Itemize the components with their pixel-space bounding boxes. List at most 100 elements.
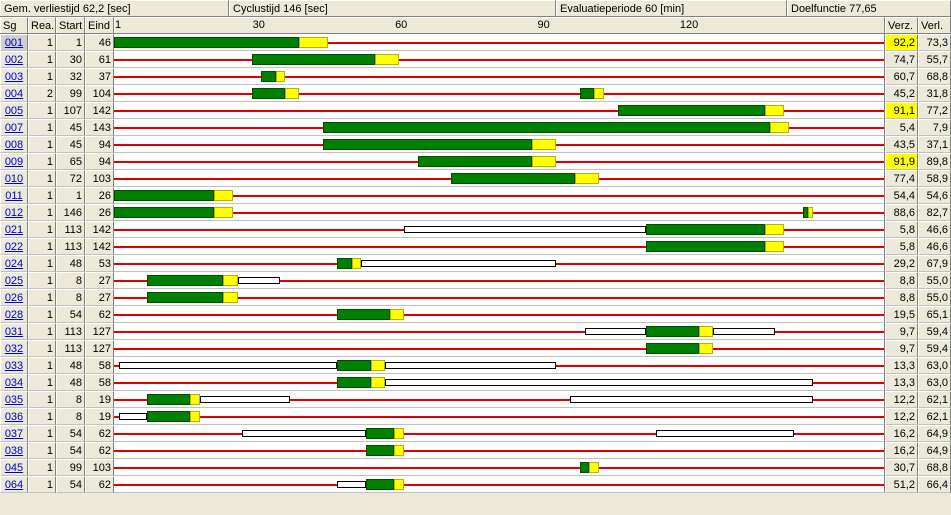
signal-row[interactable]: 04519910330,768,8 bbox=[0, 459, 951, 476]
signal-row[interactable]: 02618278,855,0 bbox=[0, 289, 951, 306]
verl-cell: 73,3 bbox=[918, 34, 951, 51]
green-phase-bar bbox=[147, 411, 190, 422]
sg-cell[interactable]: 034 bbox=[0, 374, 28, 391]
start-cell: 8 bbox=[56, 408, 85, 425]
sg-cell[interactable]: 010 bbox=[0, 170, 28, 187]
eind-cell: 58 bbox=[85, 374, 114, 391]
green-phase-bar bbox=[147, 292, 223, 303]
eind-cell: 94 bbox=[85, 136, 114, 153]
rea-cell: 1 bbox=[28, 357, 56, 374]
signal-row[interactable]: 03211131279,759,4 bbox=[0, 340, 951, 357]
rea-cell: 1 bbox=[28, 153, 56, 170]
signal-row[interactable]: 0281546219,565,1 bbox=[0, 306, 951, 323]
range-indicator bbox=[385, 362, 556, 369]
green-phase-bar bbox=[147, 275, 223, 286]
timeline-cell bbox=[114, 85, 885, 102]
signal-row[interactable]: 01211462688,682,7 bbox=[0, 204, 951, 221]
verz-cell: 12,2 bbox=[885, 391, 918, 408]
sg-cell[interactable]: 031 bbox=[0, 323, 28, 340]
sg-cell[interactable]: 064 bbox=[0, 476, 28, 493]
timeline-cell bbox=[114, 221, 885, 238]
signal-row[interactable]: 0381546216,264,9 bbox=[0, 442, 951, 459]
signal-row[interactable]: 011112654,454,6 bbox=[0, 187, 951, 204]
range-indicator bbox=[570, 396, 812, 403]
signal-row[interactable]: 0331485813,363,0 bbox=[0, 357, 951, 374]
rea-cell: 1 bbox=[28, 102, 56, 119]
green-phase-bar bbox=[366, 445, 395, 456]
signal-row[interactable]: 036181912,262,1 bbox=[0, 408, 951, 425]
verl-cell: 82,7 bbox=[918, 204, 951, 221]
col-sg[interactable]: Sg bbox=[0, 17, 28, 33]
verl-cell: 54,6 bbox=[918, 187, 951, 204]
range-indicator bbox=[656, 430, 794, 437]
signal-row[interactable]: 02518278,855,0 bbox=[0, 272, 951, 289]
sg-cell[interactable]: 021 bbox=[0, 221, 28, 238]
signal-row[interactable]: 0071451435,47,9 bbox=[0, 119, 951, 136]
green-phase-bar bbox=[337, 258, 351, 269]
sg-cell[interactable]: 036 bbox=[0, 408, 28, 425]
start-cell: 8 bbox=[56, 289, 85, 306]
timeline-cell bbox=[114, 68, 885, 85]
rea-cell: 1 bbox=[28, 255, 56, 272]
sg-cell[interactable]: 035 bbox=[0, 391, 28, 408]
sg-cell[interactable]: 024 bbox=[0, 255, 28, 272]
rea-cell: 1 bbox=[28, 221, 56, 238]
col-start[interactable]: Start bbox=[56, 17, 85, 33]
sg-cell[interactable]: 028 bbox=[0, 306, 28, 323]
yellow-phase-bar bbox=[276, 71, 286, 82]
signal-row[interactable]: 02211131425,846,6 bbox=[0, 238, 951, 255]
signal-row[interactable]: 001114692,273,3 bbox=[0, 34, 951, 51]
eind-cell: 61 bbox=[85, 51, 114, 68]
signal-row[interactable]: 00429910445,231,8 bbox=[0, 85, 951, 102]
sg-cell[interactable]: 002 bbox=[0, 51, 28, 68]
sg-cell[interactable]: 022 bbox=[0, 238, 28, 255]
sg-cell[interactable]: 037 bbox=[0, 425, 28, 442]
signal-row[interactable]: 0091659491,989,8 bbox=[0, 153, 951, 170]
sg-cell[interactable]: 045 bbox=[0, 459, 28, 476]
signal-row[interactable]: 03111131279,759,4 bbox=[0, 323, 951, 340]
range-indicator bbox=[585, 328, 647, 335]
verl-cell: 65,1 bbox=[918, 306, 951, 323]
signal-row[interactable]: 005110714291,177,2 bbox=[0, 102, 951, 119]
col-verl[interactable]: Verl. bbox=[918, 17, 951, 33]
verl-cell: 46,6 bbox=[918, 238, 951, 255]
timeline-cell bbox=[114, 374, 885, 391]
sg-cell[interactable]: 012 bbox=[0, 204, 28, 221]
timeline-cell bbox=[114, 119, 885, 136]
verz-cell: 5,8 bbox=[885, 238, 918, 255]
sg-cell[interactable]: 038 bbox=[0, 442, 28, 459]
rea-cell: 1 bbox=[28, 306, 56, 323]
verz-cell: 9,7 bbox=[885, 323, 918, 340]
signal-row[interactable]: 02111131425,846,6 bbox=[0, 221, 951, 238]
signal-row[interactable]: 0341485813,363,0 bbox=[0, 374, 951, 391]
col-rea[interactable]: Rea. bbox=[28, 17, 56, 33]
col-eind[interactable]: Eind bbox=[85, 17, 114, 33]
col-verz[interactable]: Verz. bbox=[885, 17, 918, 33]
sg-cell[interactable]: 032 bbox=[0, 340, 28, 357]
signal-row[interactable]: 0241485329,267,9 bbox=[0, 255, 951, 272]
signal-row[interactable]: 0031323760,768,8 bbox=[0, 68, 951, 85]
sg-cell[interactable]: 011 bbox=[0, 187, 28, 204]
sg-cell[interactable]: 007 bbox=[0, 119, 28, 136]
sg-cell[interactable]: 025 bbox=[0, 272, 28, 289]
sg-cell[interactable]: 001 bbox=[0, 34, 28, 51]
signal-row[interactable]: 0641546251,266,4 bbox=[0, 476, 951, 493]
start-cell: 54 bbox=[56, 442, 85, 459]
sg-cell[interactable]: 008 bbox=[0, 136, 28, 153]
signal-row[interactable]: 0021306174,755,7 bbox=[0, 51, 951, 68]
yellow-phase-bar bbox=[394, 445, 404, 456]
start-cell: 1 bbox=[56, 34, 85, 51]
sg-cell[interactable]: 003 bbox=[0, 68, 28, 85]
signal-row[interactable]: 0371546216,264,9 bbox=[0, 425, 951, 442]
signal-row[interactable]: 01017210377,458,9 bbox=[0, 170, 951, 187]
signal-row[interactable]: 0081459443,537,1 bbox=[0, 136, 951, 153]
sg-cell[interactable]: 004 bbox=[0, 85, 28, 102]
sg-cell[interactable]: 026 bbox=[0, 289, 28, 306]
verl-cell: 55,0 bbox=[918, 289, 951, 306]
sg-cell[interactable]: 033 bbox=[0, 357, 28, 374]
sg-cell[interactable]: 005 bbox=[0, 102, 28, 119]
signal-row[interactable]: 035181912,262,1 bbox=[0, 391, 951, 408]
timeline-cell bbox=[114, 357, 885, 374]
sg-cell[interactable]: 009 bbox=[0, 153, 28, 170]
green-phase-bar bbox=[646, 241, 765, 252]
